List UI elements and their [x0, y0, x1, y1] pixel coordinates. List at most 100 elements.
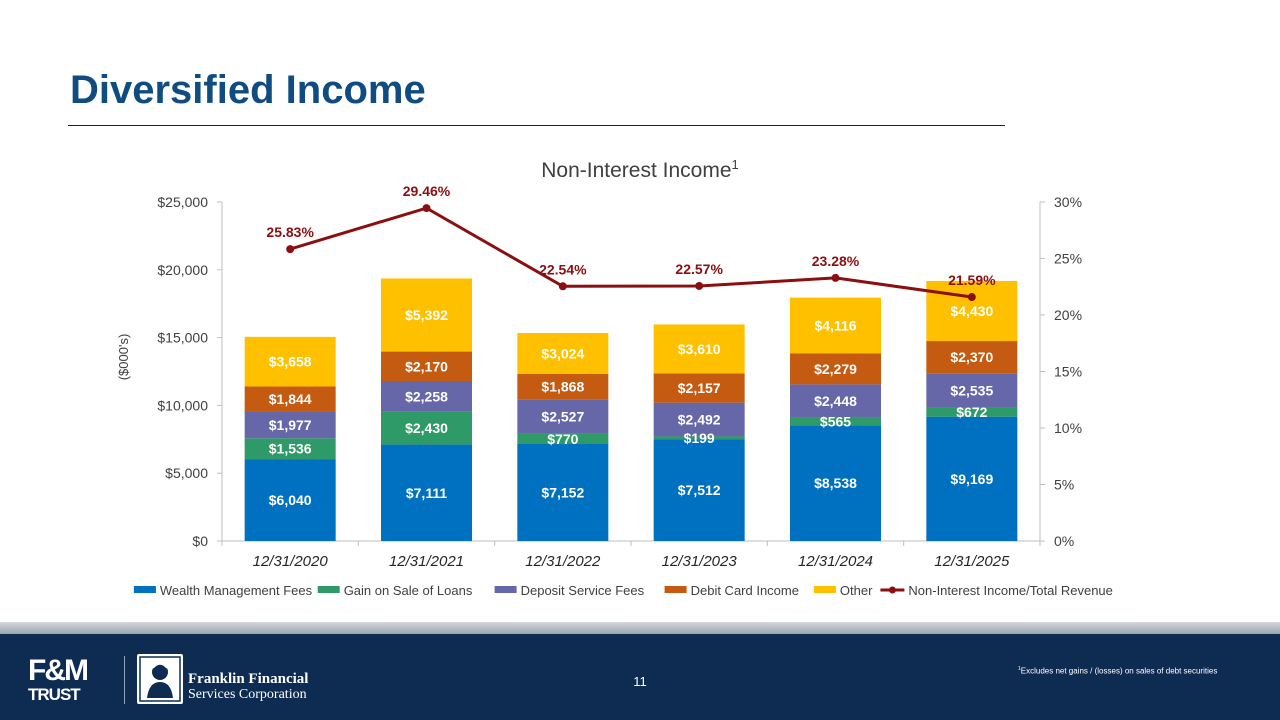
- bar-data-label: $2,448: [814, 393, 857, 409]
- bar-data-label: $2,279: [814, 361, 857, 377]
- fm-trust-logo: F&M TRUST: [28, 656, 89, 704]
- x-tick-label: 12/31/2024: [798, 553, 873, 570]
- bar-segment: [790, 353, 881, 385]
- legend-label: Gain on Sale of Loans: [344, 583, 473, 598]
- y2-tick-label: 15%: [1054, 364, 1082, 380]
- chart-title: Non-Interest Income1: [541, 157, 739, 182]
- x-tick-label: 12/31/2021: [389, 553, 464, 570]
- bar-segment: [790, 425, 881, 541]
- bar-data-label: $3,024: [541, 345, 584, 361]
- franklin-financial-wordmark: Franklin Financial Services Corporation: [188, 671, 308, 702]
- bar-data-label: $2,157: [678, 380, 721, 396]
- bar-segment: [926, 373, 1018, 408]
- y-tick-label: $25,000: [157, 194, 208, 210]
- ratio-data-label: 22.57%: [675, 261, 723, 277]
- y2-tick-label: 25%: [1054, 251, 1082, 267]
- slide-title: Diversified Income: [70, 68, 426, 112]
- y2-tick-label: 30%: [1054, 194, 1082, 210]
- ratio-data-label: 23.28%: [812, 253, 860, 269]
- bar-segment: [517, 399, 609, 434]
- page-number: 11: [633, 674, 647, 689]
- bar-data-label: $8,538: [814, 475, 857, 491]
- bar-data-label: $3,610: [678, 341, 721, 357]
- legend-swatch: [664, 586, 687, 593]
- bar-segment: [517, 433, 609, 445]
- footnote-text: Excludes net gains / (losses) on sales o…: [1020, 666, 1218, 676]
- bar-segment: [926, 407, 1018, 417]
- x-tick-label: 12/31/2022: [525, 553, 601, 570]
- bar-data-label: $3,658: [269, 354, 312, 370]
- bar-data-label: $565: [820, 413, 851, 429]
- bar-data-label: $2,492: [678, 412, 721, 428]
- bar-data-label: $1,844: [269, 391, 312, 407]
- bar-segment: [381, 411, 472, 445]
- footer-bar: [0, 634, 1280, 720]
- bar-data-label: $4,116: [814, 318, 856, 334]
- bar-segment: [653, 324, 745, 374]
- legend-swatch: [494, 586, 517, 593]
- legend-label: Other: [840, 583, 873, 598]
- legend-label: Deposit Service Fees: [521, 583, 645, 598]
- bar-data-label: $1,868: [541, 379, 584, 395]
- chart-title-text: Non-Interest Income: [541, 159, 731, 182]
- bar-data-label: $9,169: [950, 471, 993, 487]
- fm-logo-bottom: TRUST: [28, 685, 81, 704]
- bar-segment: [653, 373, 745, 403]
- bar-segment: [381, 381, 472, 412]
- y-tick-label: $15,000: [157, 330, 208, 346]
- ratio-point: [558, 282, 567, 291]
- y-tick-label: $0: [192, 533, 208, 549]
- x-tick-label: 12/31/2023: [662, 553, 738, 570]
- y-tick-label: $10,000: [157, 397, 208, 413]
- bar-data-label: $2,258: [405, 388, 448, 404]
- bar-segment: [926, 416, 1018, 541]
- legend-swatch: [317, 586, 340, 593]
- ratio-data-label: 22.54%: [539, 261, 587, 277]
- ratio-point: [695, 281, 704, 290]
- bar-segment: [517, 332, 609, 374]
- bar-data-label: $5,392: [405, 307, 448, 323]
- bar-data-label: $1,536: [269, 441, 312, 457]
- ratio-data-label: 21.59%: [948, 272, 996, 288]
- bar-data-label: $2,527: [541, 408, 584, 424]
- legend-label: Debit Card Income: [691, 583, 799, 598]
- ratio-point: [286, 245, 295, 254]
- legend-swatch: [133, 586, 156, 593]
- legend-line-marker: [888, 586, 896, 594]
- bar-data-label: $2,535: [950, 382, 993, 398]
- corp-name-line2: Services Corporation: [188, 686, 307, 702]
- bar-segment: [653, 439, 745, 541]
- y-tick-label: $20,000: [157, 262, 208, 278]
- bar-segment: [653, 402, 745, 437]
- legend-swatch: [813, 586, 836, 593]
- bar-data-label: $7,152: [541, 485, 584, 501]
- bar-segment: [653, 436, 745, 440]
- y2-tick-label: 5%: [1054, 477, 1074, 493]
- bar-data-label: $672: [956, 404, 987, 420]
- y2-tick-label: 0%: [1054, 533, 1074, 549]
- bar-segment: [244, 459, 336, 541]
- ratio-data-label: 29.46%: [403, 183, 451, 199]
- bar-segment: [926, 341, 1018, 374]
- bar-segment: [381, 444, 472, 541]
- ratio-data-label: 25.83%: [266, 224, 314, 240]
- footer-gradient-band: [0, 622, 1280, 634]
- bar-data-label: $2,430: [405, 420, 448, 436]
- bar-data-label: $2,370: [950, 349, 993, 365]
- y2-tick-label: 20%: [1054, 307, 1082, 323]
- non-interest-income-chart: Non-Interest Income1 $0 $5,000 $10,000 $15,0…: [116, 157, 1113, 598]
- footnote: 1Excludes net gains / (losses) on sales …: [1018, 666, 1218, 676]
- bar-segment: [517, 373, 609, 400]
- bar-segment: [244, 411, 336, 439]
- bar-data-label: $2,170: [405, 358, 448, 374]
- bar-data-label: $7,111: [406, 485, 447, 501]
- bar-segment: [244, 336, 336, 387]
- bar-segment: [926, 280, 1018, 342]
- bar-data-label: $770: [547, 431, 578, 447]
- bar-data-label: $1,977: [269, 417, 312, 433]
- bar-data-label: $199: [684, 430, 715, 446]
- bar-segment: [790, 297, 881, 354]
- bar-segment: [381, 351, 472, 382]
- franklin-seal-icon: [137, 654, 183, 704]
- logo-divider: [124, 656, 125, 704]
